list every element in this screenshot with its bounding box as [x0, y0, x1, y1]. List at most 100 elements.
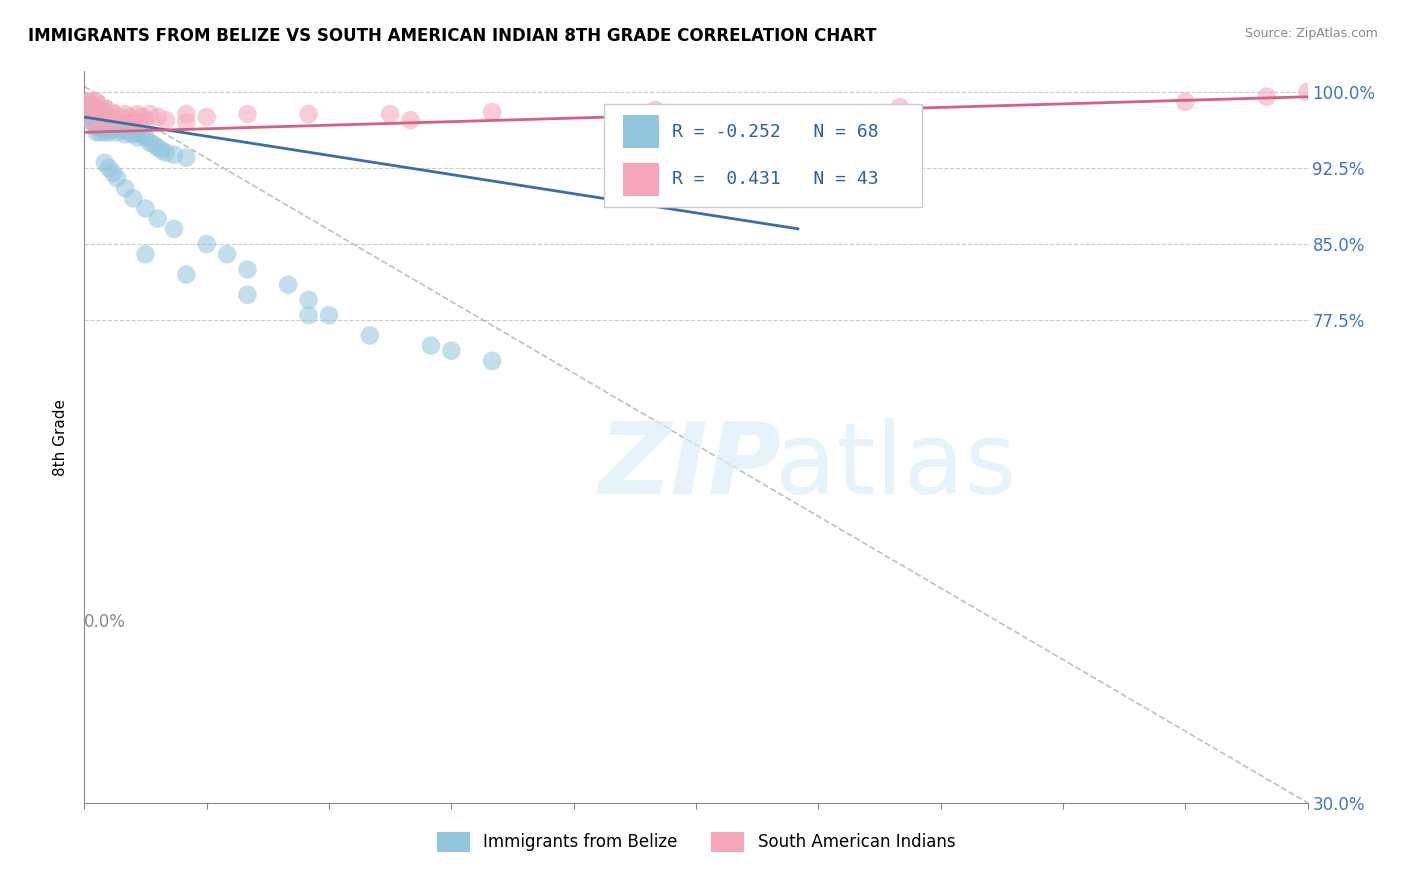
Text: IMMIGRANTS FROM BELIZE VS SOUTH AMERICAN INDIAN 8TH GRADE CORRELATION CHART: IMMIGRANTS FROM BELIZE VS SOUTH AMERICAN…	[28, 27, 876, 45]
Text: R =  0.431   N = 43: R = 0.431 N = 43	[672, 170, 879, 188]
Point	[122, 191, 145, 205]
Point	[122, 128, 145, 142]
Point	[135, 113, 157, 128]
Point	[90, 117, 112, 131]
Point	[135, 247, 157, 261]
Point	[86, 100, 108, 114]
Point	[146, 211, 169, 226]
Point	[105, 125, 128, 139]
Point	[146, 140, 169, 154]
Point	[77, 110, 100, 124]
Point	[82, 100, 104, 114]
Point	[97, 115, 120, 129]
Point	[82, 110, 104, 124]
Point	[889, 100, 911, 114]
Point	[86, 110, 108, 124]
Point	[101, 122, 124, 136]
Point	[138, 136, 160, 150]
Legend: Immigrants from Belize, South American Indians: Immigrants from Belize, South American I…	[429, 823, 963, 860]
Point	[127, 107, 149, 121]
Point	[93, 103, 115, 117]
Point	[127, 123, 149, 137]
Point	[82, 115, 104, 129]
Point	[93, 120, 115, 135]
Point	[174, 115, 197, 129]
Point	[105, 171, 128, 186]
Point	[97, 120, 120, 135]
Point	[131, 110, 153, 124]
Point	[82, 100, 104, 114]
Point	[118, 110, 141, 124]
Point	[86, 125, 108, 139]
Point	[277, 277, 299, 292]
Y-axis label: 8th Grade: 8th Grade	[53, 399, 69, 475]
Point	[138, 107, 160, 121]
FancyBboxPatch shape	[605, 104, 922, 207]
Point	[114, 128, 136, 142]
Point	[93, 110, 115, 124]
Point	[105, 110, 128, 124]
Point	[82, 105, 104, 120]
Point	[122, 113, 145, 128]
Point	[77, 100, 100, 114]
Text: ZIP: ZIP	[598, 417, 782, 515]
Point	[86, 105, 108, 120]
Point	[127, 130, 149, 145]
Point	[90, 120, 112, 135]
Point	[155, 113, 177, 128]
Point	[163, 147, 186, 161]
Point	[93, 115, 115, 129]
Text: R = -0.252   N = 68: R = -0.252 N = 68	[672, 123, 879, 141]
Point	[110, 122, 132, 136]
Point	[135, 202, 157, 216]
Text: 0.0%: 0.0%	[84, 613, 127, 631]
Point	[90, 100, 112, 114]
Point	[217, 247, 239, 261]
Point	[420, 338, 443, 352]
Point	[195, 237, 218, 252]
Point	[110, 113, 132, 128]
Point	[131, 128, 153, 142]
Point	[122, 117, 145, 131]
Point	[86, 110, 108, 124]
Point	[1174, 95, 1197, 109]
Point	[105, 120, 128, 135]
Point	[82, 95, 104, 109]
Point	[163, 222, 186, 236]
Point	[97, 110, 120, 124]
Point	[82, 105, 104, 120]
Point	[101, 117, 124, 131]
Point	[90, 125, 112, 139]
Point	[114, 181, 136, 195]
Point	[86, 95, 108, 109]
Point	[236, 288, 259, 302]
Point	[77, 95, 100, 109]
Point	[440, 343, 463, 358]
Point	[644, 103, 666, 117]
Point	[155, 145, 177, 160]
Bar	[623, 115, 659, 148]
Point	[481, 354, 503, 368]
Point	[86, 105, 108, 120]
Point	[90, 110, 112, 124]
Point	[90, 107, 112, 121]
Point	[236, 262, 259, 277]
Point	[236, 107, 259, 121]
Point	[93, 155, 115, 169]
Point	[101, 107, 124, 121]
Point	[114, 120, 136, 135]
Point	[1256, 89, 1278, 103]
Point	[1296, 85, 1319, 99]
Point	[86, 120, 108, 135]
Point	[318, 308, 340, 322]
Point	[174, 151, 197, 165]
Point	[82, 115, 104, 129]
Point	[150, 144, 173, 158]
Point	[97, 115, 120, 129]
Point	[97, 105, 120, 120]
Point	[93, 107, 115, 121]
Bar	[623, 163, 659, 195]
Point	[142, 137, 165, 152]
Point	[77, 100, 100, 114]
Point	[101, 166, 124, 180]
